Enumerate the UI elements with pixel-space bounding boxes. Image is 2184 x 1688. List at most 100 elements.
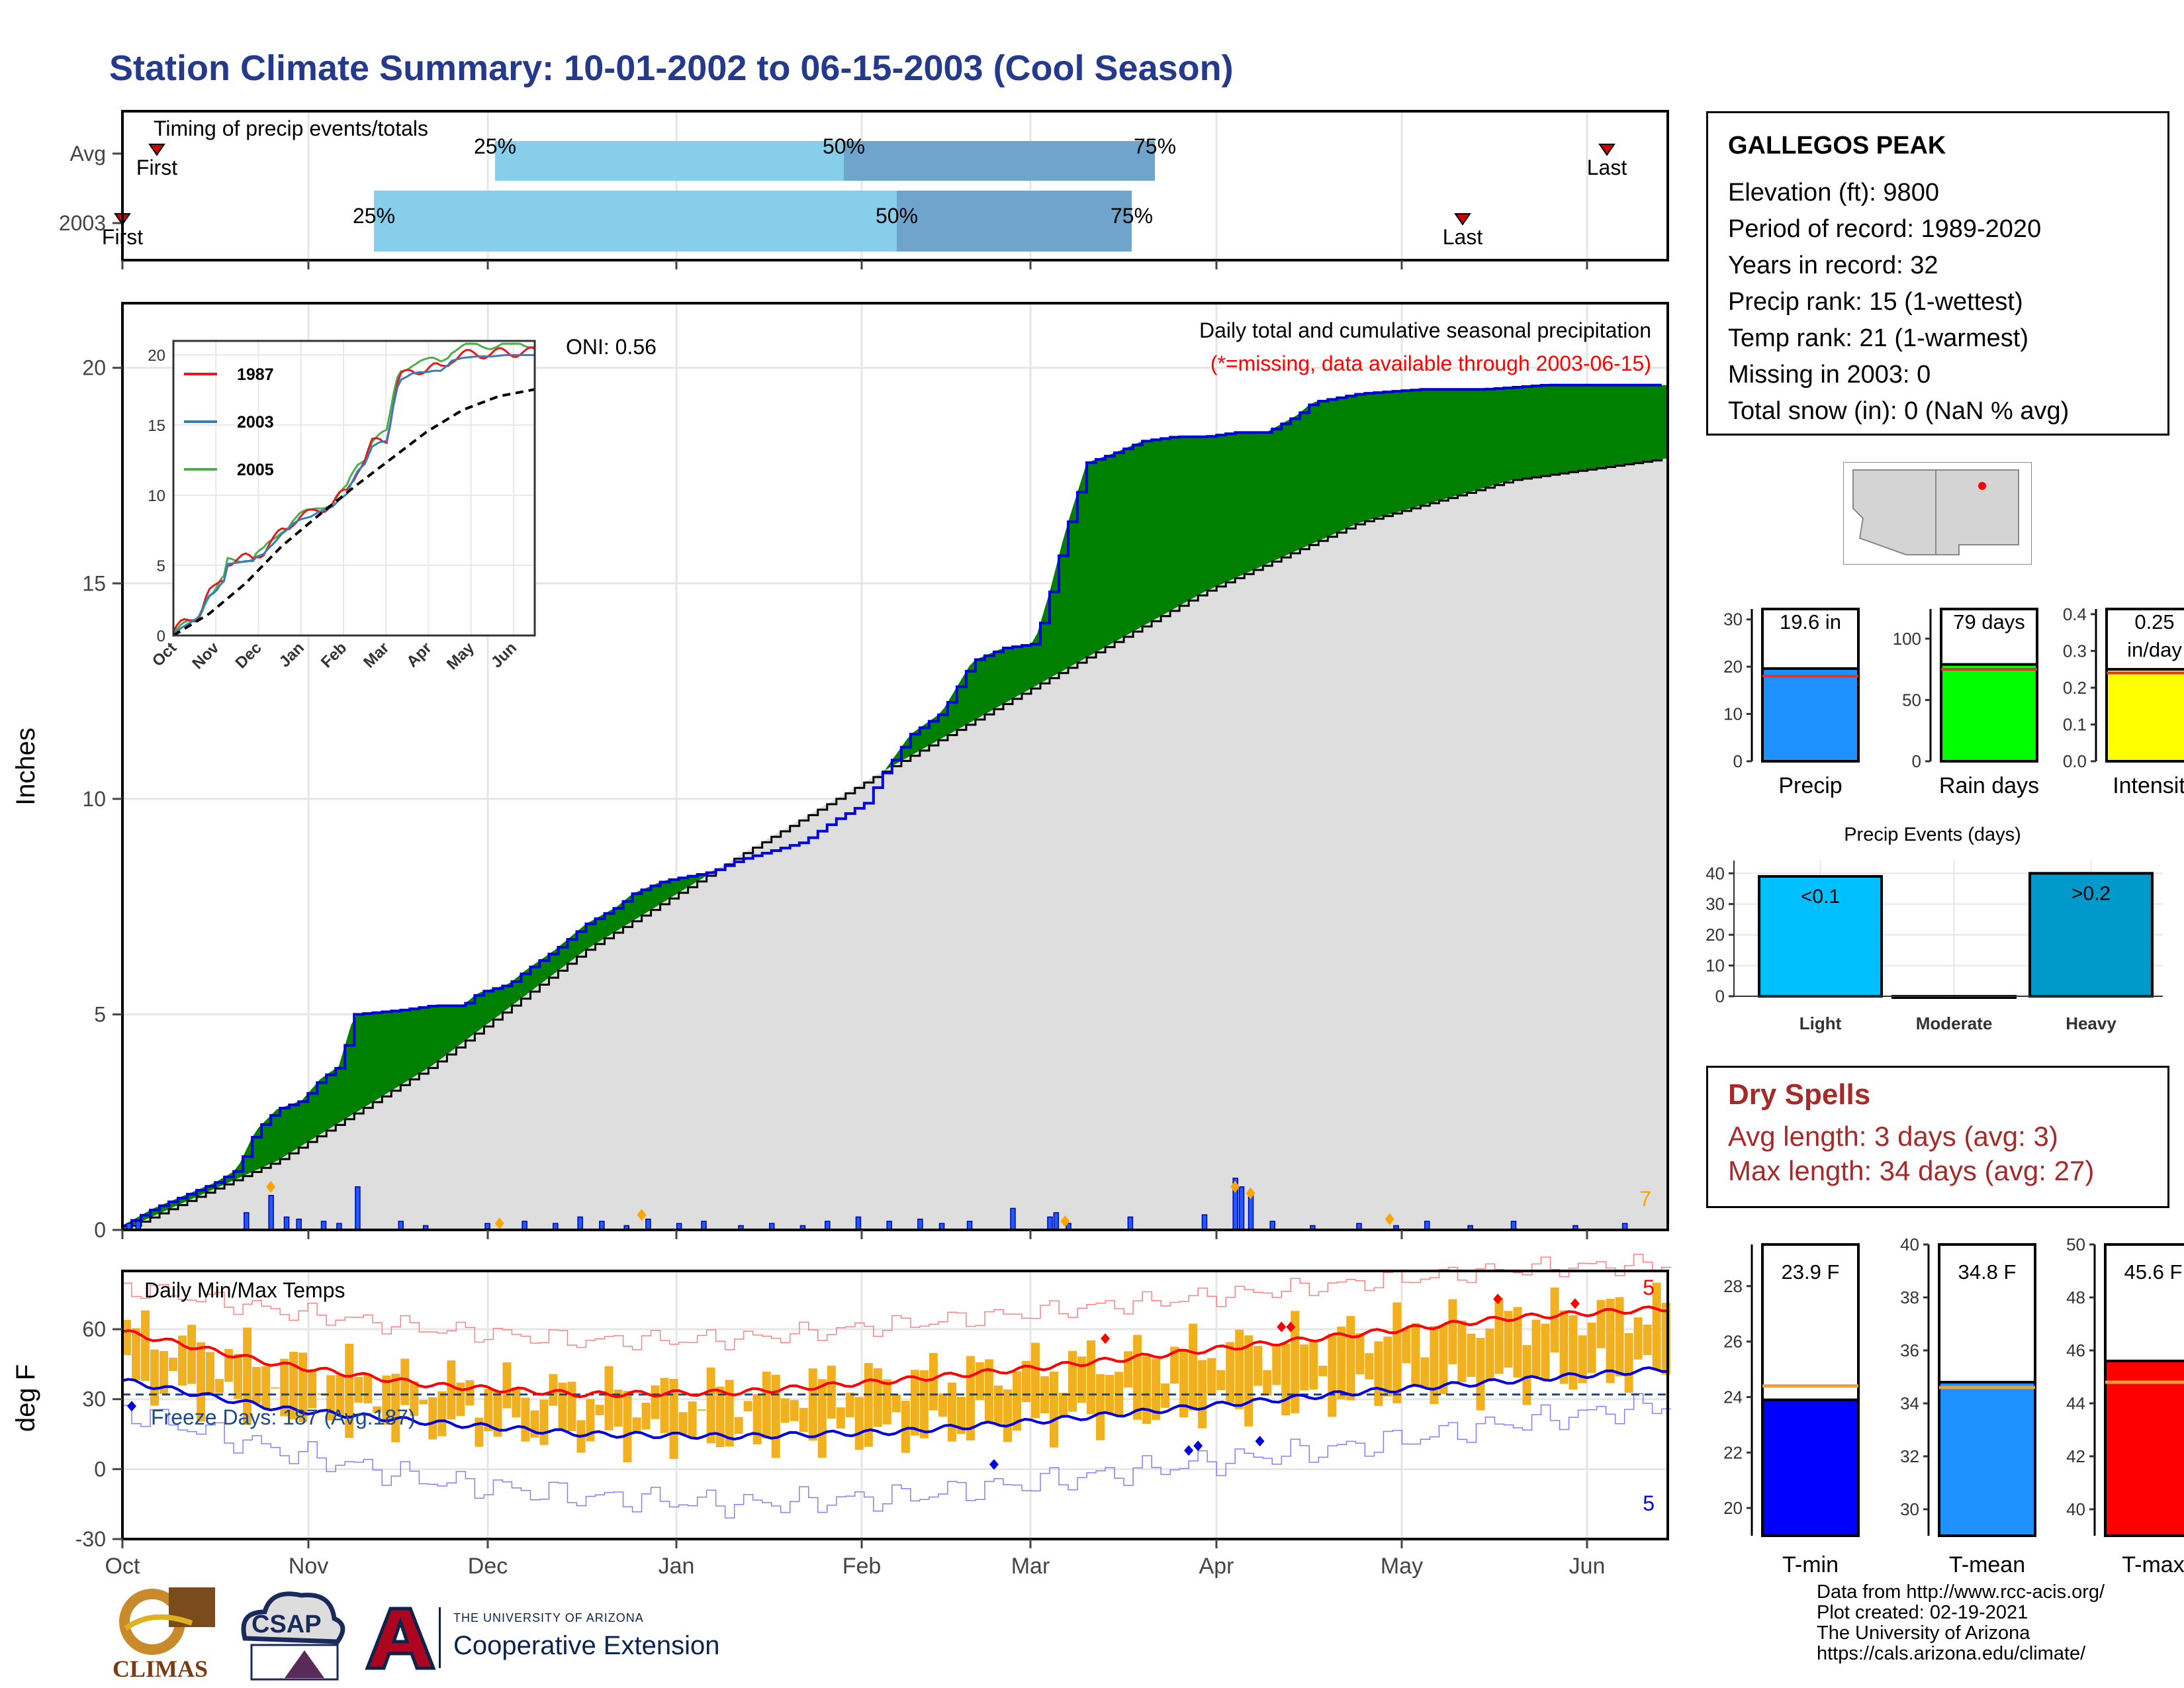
events-y-tick-label: 20 [1706,925,1725,945]
temp-bar-label: T-mean [1949,1552,2025,1577]
timing-title: Timing of precip events/totals [154,117,428,140]
record-min-line [122,1393,1671,1519]
daily-temp-range-bar [780,1398,790,1423]
inset-y-tick-label: 20 [148,347,165,365]
daily-temp-range-bar [1207,1358,1216,1394]
daily-temp-range-bar [678,1412,688,1434]
inset-y-tick-label: 15 [148,417,165,435]
csap-logo-text: CSAP [251,1611,322,1638]
timing-bar-early [374,191,897,252]
summary-bar [1761,667,1860,763]
daily-temp-range-bar [891,1394,901,1413]
record-low-marker [1255,1436,1265,1447]
record-high-count: 5 [1643,1276,1655,1299]
summary-y-tick-label: 100 [1893,629,1921,649]
daily-temp-range-bar [1281,1343,1291,1416]
daily-temp-range-bar [651,1385,660,1419]
missing-note: (*=missing, data available through 2003-… [1210,352,1651,375]
station-name: GALLEGOS PEAK [1728,132,1946,160]
daily-temp-range-bar [382,1375,391,1425]
timing-bar-late [897,191,1132,252]
daily-temp-range-bar [1448,1299,1457,1364]
station-line: Temp rank: 21 (1-warmest) [1728,324,2029,352]
temp-bar-y-tick-label: 40 [1900,1235,1919,1254]
last-event-marker [1598,144,1615,156]
daily-temp-range-bar [1077,1356,1087,1403]
daily-temp-range-bar [632,1417,641,1433]
inset-bg [173,341,535,635]
daily-temp-range-bar [762,1372,771,1438]
daily-precip-bar [1238,1186,1245,1231]
event-category-label: Moderate [1916,1013,1993,1033]
daily-temp-range-bar [993,1385,1003,1425]
summary-value-label: 0.25 [2134,610,2174,633]
daily-temp-range-bar [706,1367,715,1444]
daily-temp-range-bar [1643,1324,1652,1355]
daily-temp-range-bar [1309,1340,1318,1389]
daily-temp-range-bar [1559,1310,1569,1384]
daily-temp-range-bar [437,1391,447,1436]
daily-temp-range-bar [1142,1356,1152,1424]
daily-temp-range-bar [1328,1333,1337,1417]
daily-temp-range-bar [502,1362,512,1409]
daily-temp-range-bar [1522,1345,1531,1405]
snow-marker [1246,1187,1255,1199]
record-high-marker [1101,1333,1111,1344]
daily-temp-range-bar [1633,1317,1643,1360]
daily-temp-range-bar [1124,1351,1133,1388]
daily-precip-bar [1248,1195,1254,1231]
precip-note: Daily total and cumulative seasonal prec… [1199,318,1651,342]
daily-temp-range-bar [808,1368,817,1441]
daily-temp-range-bar [410,1381,419,1416]
station-line: Precip rank: 15 (1-wettest) [1728,288,2023,316]
daily-temp-range-bar [289,1352,298,1420]
month-label: Nov [289,1554,328,1579]
last-event-label: Last [1443,225,1483,249]
timing-panel-frame [121,110,1669,261]
temp-bar-y-tick-label: 32 [1900,1446,1919,1466]
temp-bar-y-tick-label: 22 [1723,1442,1743,1462]
oni-label: ONI: 0.56 [566,335,657,359]
daily-temp-range-bar [1161,1383,1170,1408]
timing-pct-label: 75% [1111,204,1153,228]
daily-temp-range-bar [854,1397,864,1450]
credit-institution: The University of Arizona [1817,1622,2030,1644]
daily-temp-range-bar [1216,1370,1226,1391]
daily-temp-range-bar [1068,1350,1077,1412]
event-bar [1758,874,1883,998]
climas-logo-text: CLIMAS [113,1656,208,1682]
daily-temp-range-bar [1040,1376,1049,1413]
daily-temp-range-bar [1541,1323,1550,1380]
daily-precip-bar [1053,1212,1060,1231]
temp-title: Daily Min/Max Temps [144,1278,345,1302]
daily-temp-range-bar [567,1382,576,1432]
daily-temp-range-bar [1337,1327,1346,1399]
daily-temp-range-bar [345,1343,354,1438]
credit-url: https://cals.arizona.edu/climate/ [1817,1643,2086,1664]
daily-temp-range-bar [1383,1336,1392,1397]
station-lines: Elevation (ft): 9800 Period of record: 19… [1728,175,2167,430]
daily-temp-range-bar [1021,1360,1030,1403]
snow-marker [1385,1213,1394,1225]
dry-spells-title: Dry Spells [1728,1078,1871,1111]
credit-data-source: Data from http://www.rcc-acis.org/ [1817,1581,2105,1603]
month-label: Jun [1569,1554,1606,1579]
daily-temp-range-bar [1179,1350,1189,1418]
temp-y-tick-label: 60 [82,1317,106,1341]
daily-temp-range-bar [725,1380,734,1447]
daily-temp-range-bar [984,1359,993,1423]
daily-temp-range-bar [901,1401,910,1453]
daily-temp-range-bar [623,1391,632,1462]
temp-bar-value-label: 23.9 F [1782,1260,1840,1284]
precip-events-chart: Precip Events (days) 0 10 20 30 40 <0.1 Light Mo… [1706,824,2163,1033]
inset-legend-label: 2005 [237,461,274,479]
daily-temp-range-bar [1587,1323,1596,1374]
temp-y-tick-label: 0 [94,1457,106,1481]
daily-temp-range-bar [947,1382,956,1442]
climas-logo-swoosh [124,1614,193,1631]
temp-bar-y-tick-label: 28 [1723,1276,1743,1296]
daily-temp-range-bar [1411,1323,1420,1386]
daily-temp-range-bar [1596,1299,1606,1348]
daily-temp-range-bar [326,1375,336,1421]
